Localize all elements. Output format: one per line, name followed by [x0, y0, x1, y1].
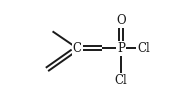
Text: Cl: Cl	[114, 74, 127, 87]
Text: Cl: Cl	[137, 42, 150, 55]
Text: C: C	[73, 42, 82, 55]
Text: P: P	[117, 42, 125, 55]
Text: O: O	[116, 14, 126, 27]
